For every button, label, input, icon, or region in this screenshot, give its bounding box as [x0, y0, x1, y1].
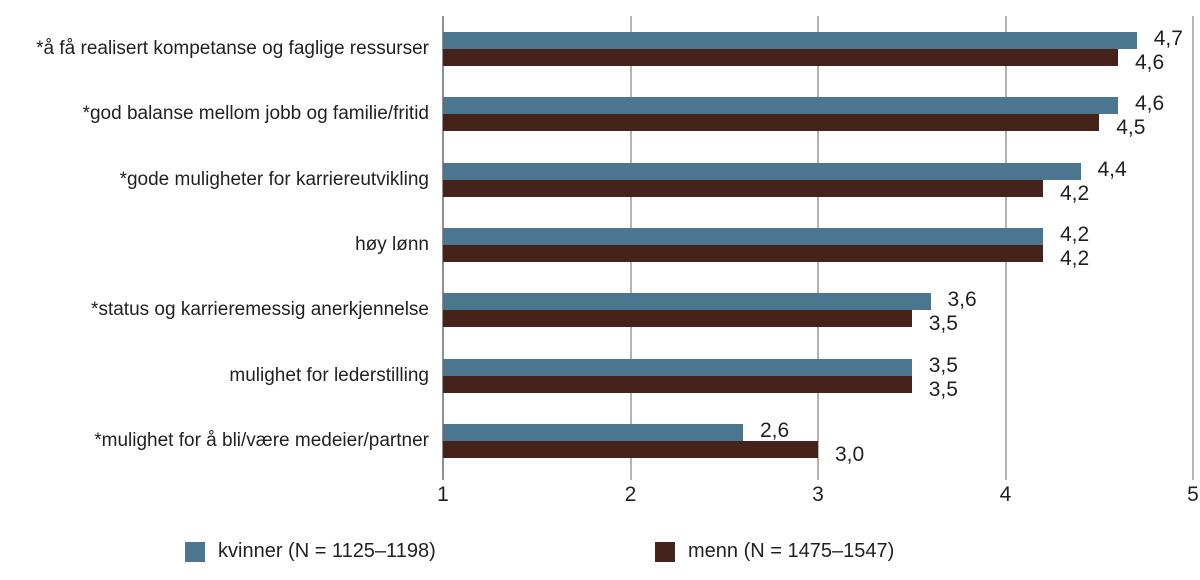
bar-menn	[443, 48, 1118, 66]
bar-kvinner	[443, 424, 743, 442]
x-tick-label: 5	[1187, 483, 1199, 506]
bar-group: 4,6 4,5	[443, 81, 1193, 146]
bar-menn	[443, 179, 1043, 197]
value-label: 4,6	[1135, 50, 1165, 74]
category-label: *gode muligheter for karriereutvikling	[119, 168, 429, 190]
bar-line: 3,5	[443, 375, 1193, 400]
value-label: 4,7	[1153, 26, 1183, 50]
bar-menn	[443, 310, 912, 328]
bar-kvinner	[443, 162, 1081, 180]
value-label: 4,2	[1060, 181, 1090, 205]
legend-swatch-menn	[655, 541, 675, 562]
bar-group: 3,6 3,5	[443, 278, 1193, 343]
category-label: høy lønn	[355, 233, 429, 255]
plot-area: 4,7 4,6 4,6 4,5 4,4 4,2 4,2 4,2 3,6 3,5 3,5 3,5 2,6 3…	[442, 16, 1194, 480]
bar-line: 3,5	[443, 310, 1193, 334]
category-label: *mulighet for å bli/være medeier/partner	[94, 430, 429, 452]
bar-kvinner	[443, 293, 931, 311]
bar-line: 2,6	[443, 420, 1193, 442]
bar-kvinner	[443, 227, 1043, 245]
bar-line: 4,2	[443, 179, 1193, 204]
bar-line: 3,5	[443, 355, 1193, 376]
bar-line: 3,6	[443, 289, 1193, 311]
bar-line: 4,6	[443, 48, 1193, 73]
category-label: *status og karrieremessig anerkjennelse	[91, 299, 429, 321]
x-axis: 1 2 3 4 5	[437, 483, 1199, 509]
bar-line: 4,2	[443, 244, 1193, 269]
legend-swatch-kvinner	[185, 541, 205, 562]
value-label: 4,4	[1097, 157, 1127, 181]
bar-menn	[443, 114, 1100, 132]
bar-line: 4,5	[443, 114, 1193, 138]
legend: kvinner (N = 1125–1198) menn (N = 1475–1…	[0, 540, 1200, 564]
legend-label-menn: menn (N = 1475–1547)	[688, 540, 895, 562]
value-label: 3,5	[928, 312, 958, 336]
bar-group: 2,6 3,0	[443, 409, 1193, 474]
value-label: 2,6	[760, 419, 790, 443]
bar-line: 3,0	[443, 441, 1193, 465]
bar-group: 4,4 4,2	[443, 147, 1193, 212]
value-label: 3,6	[947, 288, 977, 312]
x-tick-label: 2	[624, 483, 637, 506]
value-label: 3,0	[835, 443, 865, 467]
bar-line: 4,2	[443, 224, 1193, 245]
bar-rows: 4,7 4,6 4,6 4,5 4,4 4,2 4,2 4,2 3,6 3,5 3,5 3,5 2,6 3…	[443, 16, 1193, 474]
bar-kvinner	[443, 97, 1118, 115]
legend-label-kvinner: kvinner (N = 1125–1198)	[218, 540, 436, 562]
x-tick-label: 1	[437, 483, 449, 506]
bar-menn	[443, 375, 912, 393]
category-labels: *å få realisert kompetanse og faglige re…	[0, 16, 429, 474]
legend-item-menn: menn (N = 1475–1547)	[655, 540, 894, 563]
value-label: 3,5	[928, 377, 958, 401]
bar-line: 4,4	[443, 159, 1193, 180]
bar-menn	[443, 244, 1043, 262]
bar-group: 3,5 3,5	[443, 343, 1193, 408]
gridline	[1192, 16, 1194, 480]
category-label: *å få realisert kompetanse og faglige re…	[36, 37, 429, 59]
x-tick-label: 4	[999, 483, 1012, 506]
bar-line: 4,7	[443, 28, 1193, 49]
legend-item-kvinner: kvinner (N = 1125–1198)	[185, 540, 436, 563]
value-label: 4,5	[1116, 116, 1146, 140]
category-label: mulighet for lederstilling	[229, 364, 429, 386]
value-label: 4,6	[1135, 92, 1165, 116]
bar-kvinner	[443, 31, 1137, 49]
value-label: 4,2	[1060, 222, 1090, 246]
bar-kvinner	[443, 358, 912, 376]
value-label: 3,5	[928, 353, 958, 377]
bar-menn	[443, 441, 818, 459]
bar-line: 4,6	[443, 93, 1193, 115]
value-label: 4,2	[1060, 246, 1090, 270]
x-tick-label: 3	[812, 483, 824, 506]
category-label: *god balanse mellom jobb og familie/frit…	[82, 103, 429, 125]
bar-group: 4,7 4,6	[443, 16, 1193, 81]
bar-group: 4,2 4,2	[443, 212, 1193, 277]
